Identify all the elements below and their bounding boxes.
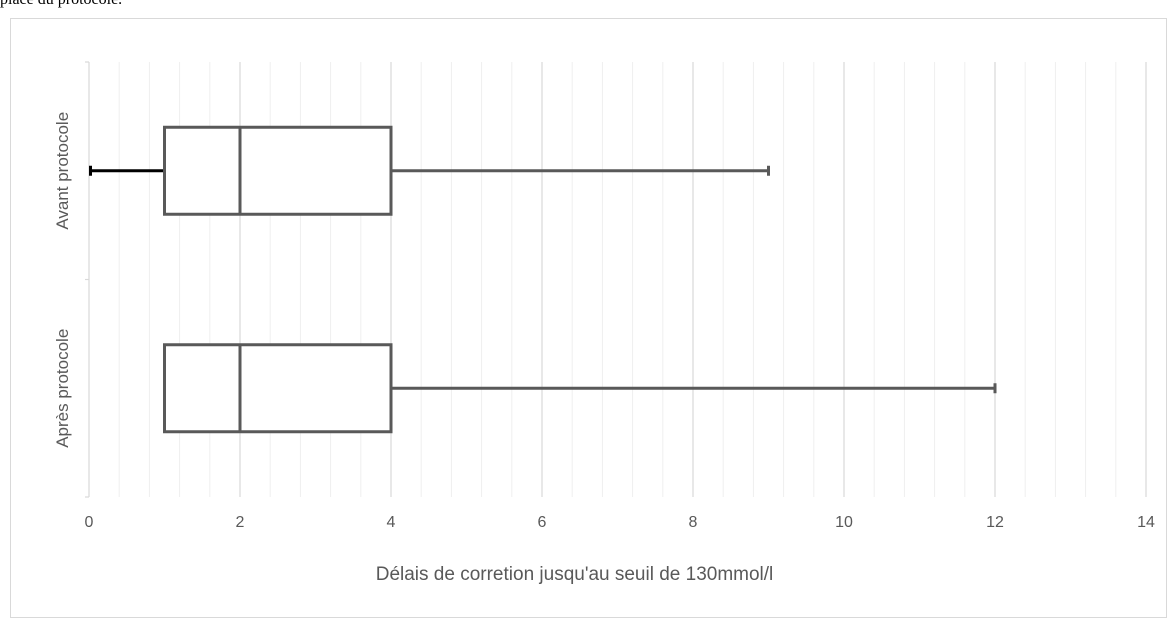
iqr-box	[163, 343, 393, 434]
x-tick-label: 10	[835, 514, 853, 531]
category-label: Après protocole	[53, 329, 72, 448]
x-tick-label: 2	[236, 514, 245, 531]
tick-labels: 0 2 4 6 8 10 12 14 Avant protocole Après protocol…	[53, 112, 1155, 531]
x-tick-label: 12	[986, 514, 1004, 531]
x-tick-label: 6	[538, 514, 547, 531]
x-tick-label: 4	[387, 514, 396, 531]
category-label: Avant protocole	[53, 112, 72, 230]
iqr-box	[163, 125, 393, 216]
x-tick-label: 0	[85, 514, 94, 531]
x-axis-title: Délais de corretion jusqu'au seuil de 13…	[376, 564, 774, 585]
axes	[85, 61, 90, 498]
figure-caption: place du protocole.	[0, 0, 122, 9]
box-series	[89, 125, 997, 434]
x-tick-label: 14	[1137, 514, 1155, 531]
x-tick-label: 8	[689, 514, 698, 531]
